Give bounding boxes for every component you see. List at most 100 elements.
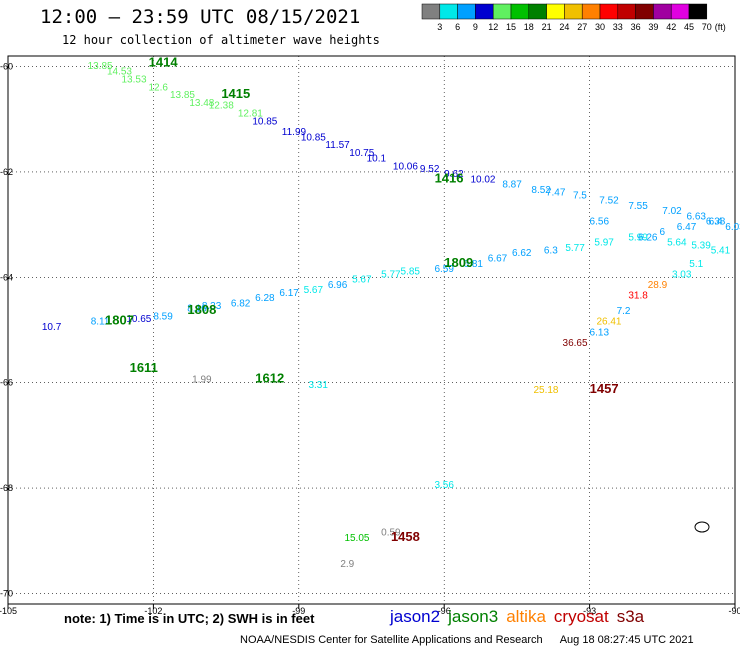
pass-time-label: 1415 (221, 86, 250, 101)
swh-data-label: 13.48 (189, 98, 214, 109)
swh-data-label: 11.99 (282, 127, 307, 138)
swh-data-label: 9.62 (444, 169, 464, 180)
swh-data-label: 36.65 (563, 338, 588, 349)
colorbar-tick-label: 6 (455, 22, 460, 32)
swh-data-label: 6.56 (590, 217, 610, 228)
swh-data-label: 1.99 (192, 375, 212, 386)
colorbar-tick-label: 33 (613, 22, 623, 32)
colorbar-tick-label: 42 (666, 22, 676, 32)
chart-title: 12:00 – 23:59 UTC 08/15/2021 (40, 6, 361, 28)
satellite-legend-entry: s3a (616, 607, 645, 626)
swh-data-label: 12.81 (238, 109, 263, 120)
y-tick-label: -70 (0, 588, 13, 598)
swh-data-label: 13.85 (88, 61, 113, 72)
swh-data-label: 5.85 (401, 267, 421, 278)
x-tick-label: -93 (583, 606, 596, 616)
pass-time-label: 1416 (435, 170, 464, 185)
colorbar-unit: (ft) (715, 22, 726, 32)
swh-data-label: 7.47 (546, 188, 566, 199)
swh-data-label: 14.53 (107, 66, 132, 77)
swh-data-label: 7.02 (662, 206, 682, 217)
pass-time-label: 1458 (391, 529, 420, 544)
swh-data-label: 0.59 (381, 528, 401, 539)
swh-data-label: 10.85 (301, 132, 326, 143)
chart-subtitle: 12 hour collection of altimeter wave hei… (62, 33, 380, 47)
colorbar-tick-label: 12 (488, 22, 498, 32)
credit-text: NOAA/NESDIS Center for Satellite Applica… (240, 634, 543, 646)
swh-data-label: 5.77 (381, 269, 401, 280)
colorbar-tick-label: 45 (684, 22, 694, 32)
colorbar-tick-label: 21 (542, 22, 552, 32)
coastline-outline (694, 521, 710, 533)
swh-data-label: 7.52 (599, 196, 619, 207)
pass-time-label: 1414 (149, 55, 179, 70)
y-tick-label: -68 (0, 483, 13, 493)
colorbar-tick-label: 36 (631, 22, 641, 32)
swh-data-label: 9.52 (420, 164, 440, 175)
colorbar-tick-label: 70 (702, 22, 712, 32)
swh-data-label: 8.59 (153, 311, 173, 322)
swh-data-label: 5.64 (667, 238, 687, 249)
swh-data-label: 10.65 (126, 314, 151, 325)
swh-data-label: 5.97 (594, 238, 614, 249)
swh-data-label: 6.59 (434, 264, 454, 275)
swh-data-label: 5.1 (689, 259, 703, 270)
swh-data-label: 11.57 (325, 140, 350, 151)
plot-frame (7, 55, 736, 605)
swh-data-label: 6.96 (328, 280, 348, 291)
swh-data-label: 6 (660, 227, 666, 238)
satellite-legend-entry: cryosat (553, 607, 609, 626)
pass-time-label: 1612 (255, 371, 284, 386)
swh-data-label: 6.26 (638, 232, 658, 243)
swh-data-label: 8.11 (91, 317, 110, 328)
colorbar-tick-label: 39 (648, 22, 658, 32)
colorbar-tick-label: 9 (473, 22, 478, 32)
swh-data-label: 6.17 (279, 288, 299, 299)
swh-data-label: 6.28 (255, 293, 275, 304)
swh-data-label: 10.7 (42, 322, 62, 333)
swh-data-label: 7.2 (617, 306, 631, 317)
colorbar-tick-label: 30 (595, 22, 605, 32)
swh-data-label: 6.82 (231, 298, 251, 309)
satellite-legend-entry: altika (506, 607, 546, 626)
swh-data-label: 6.03 (725, 222, 740, 233)
x-tick-label: -99 (292, 606, 305, 616)
colorbar-tick-label: 15 (506, 22, 516, 32)
swh-data-label: 5.41 (711, 246, 731, 257)
swh-data-label: 31.8 (628, 290, 648, 301)
swh-data-label: 12.6 (149, 82, 169, 93)
swh-data-label: 6.63 (686, 211, 706, 222)
swh-data-label: 6.81 (464, 259, 484, 270)
swh-data-label: 7.55 (628, 201, 648, 212)
swh-data-label: 6.3 (544, 246, 558, 257)
colorbar-tick-label: 3 (437, 22, 442, 32)
swh-data-label: 13.53 (121, 74, 146, 85)
swh-data-label: 2.9 (340, 559, 354, 570)
swh-data-label: 15.05 (344, 533, 369, 544)
swh-data-label: 10.06 (393, 161, 418, 172)
swh-data-label: 3.56 (434, 480, 454, 491)
swh-data-label: 13.85 (170, 90, 195, 101)
pass-time-label: 1457 (590, 381, 619, 396)
color-scale-legend: 3 6 9 12 15 18 21 24 27 30 33 36 39 42 45 70 (ft) (421, 3, 726, 32)
colorbar-tick-label: 24 (559, 22, 569, 32)
colorbar-tick-label: 18 (524, 22, 534, 32)
swh-data-label: 6.38 (706, 217, 726, 228)
x-tick-label: -90 (728, 606, 740, 616)
swh-data-label: 8.33 (202, 301, 222, 312)
swh-data-label: 7.5 (573, 190, 587, 201)
swh-data-label: 8.87 (502, 180, 522, 191)
pass-time-label: 1808 (187, 302, 216, 317)
satellite-legend-entry: jason3 (448, 607, 499, 626)
swh-data-label: 5.67 (352, 275, 372, 286)
y-tick-label: -60 (0, 62, 13, 72)
swh-data-label: 12.38 (209, 101, 234, 112)
swh-data-label: 10.85 (252, 117, 277, 128)
swh-data-label: 8.52 (531, 185, 551, 196)
colorbar-swatch (688, 3, 708, 20)
swh-data-label: 3.03 (672, 269, 692, 280)
footnote: note: 1) Time is in UTC; 2) SWH is in fe… (64, 611, 315, 626)
swh-data-label: 5.39 (691, 240, 711, 251)
swh-data-label: 28.9 (648, 280, 668, 291)
swh-data-label: 6.4 (709, 217, 723, 228)
